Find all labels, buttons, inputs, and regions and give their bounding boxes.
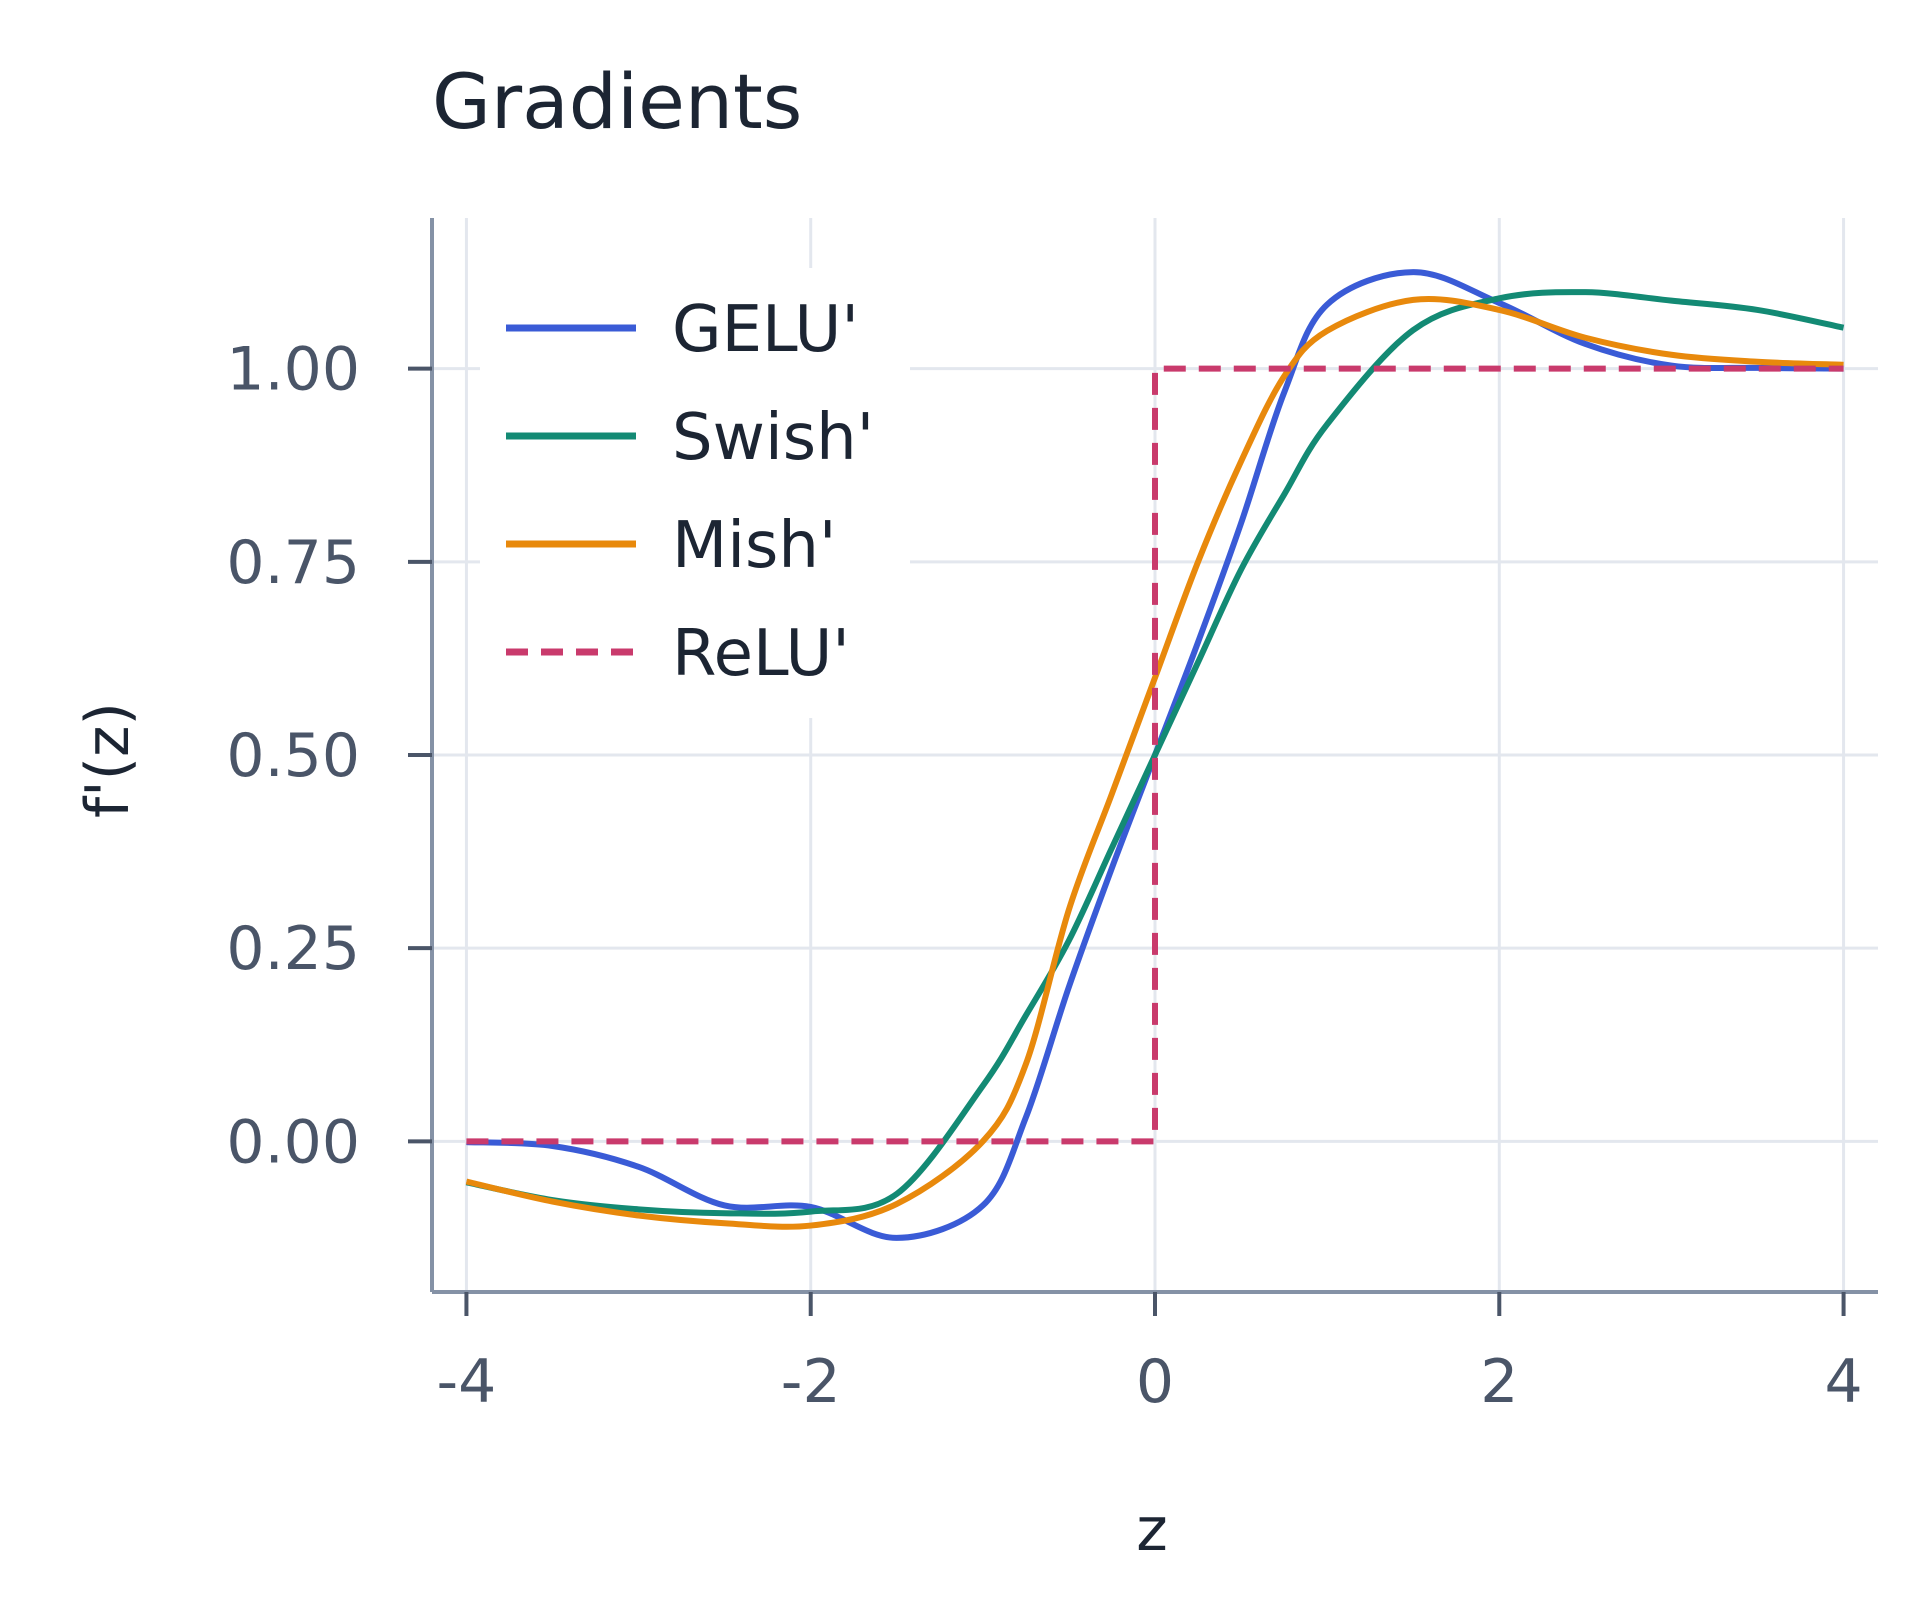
legend-label-relu: ReLU' xyxy=(672,617,850,691)
x-tick-label: 0 xyxy=(1136,1347,1174,1417)
x-tick-label: -4 xyxy=(437,1347,497,1417)
y-tick-label: 0.00 xyxy=(226,1107,360,1177)
legend-label-mish: Mish' xyxy=(672,509,837,583)
legend-label-swish: Swish' xyxy=(672,401,874,475)
y-axis-label: f'(z) xyxy=(73,702,143,818)
series-lines xyxy=(465,269,1845,1241)
y-tick-label: 0.50 xyxy=(226,721,360,791)
series-line-swish xyxy=(465,289,1845,1217)
y-tick-label: 0.25 xyxy=(226,914,360,984)
y-tick-label: 0.75 xyxy=(226,528,360,598)
x-tick-label: 2 xyxy=(1480,1347,1518,1417)
y-tick-label: 1.00 xyxy=(226,335,360,405)
x-tick-label: -2 xyxy=(781,1347,841,1417)
x-axis-label: z xyxy=(1136,1495,1168,1565)
legend-background xyxy=(480,268,910,718)
legend-label-gelu: GELU' xyxy=(672,293,859,367)
ticks: 0.00 0.25 0.50 0.75 1.00 -4 -2 0 2 4 xyxy=(226,335,1862,1417)
legend: GELU' Swish' Mish' ReLU' xyxy=(480,268,910,718)
series-line-relu xyxy=(466,365,1844,1145)
series-line-mish xyxy=(465,296,1844,1230)
x-tick-label: 4 xyxy=(1824,1347,1862,1417)
chart-title: Gradients xyxy=(432,57,802,146)
